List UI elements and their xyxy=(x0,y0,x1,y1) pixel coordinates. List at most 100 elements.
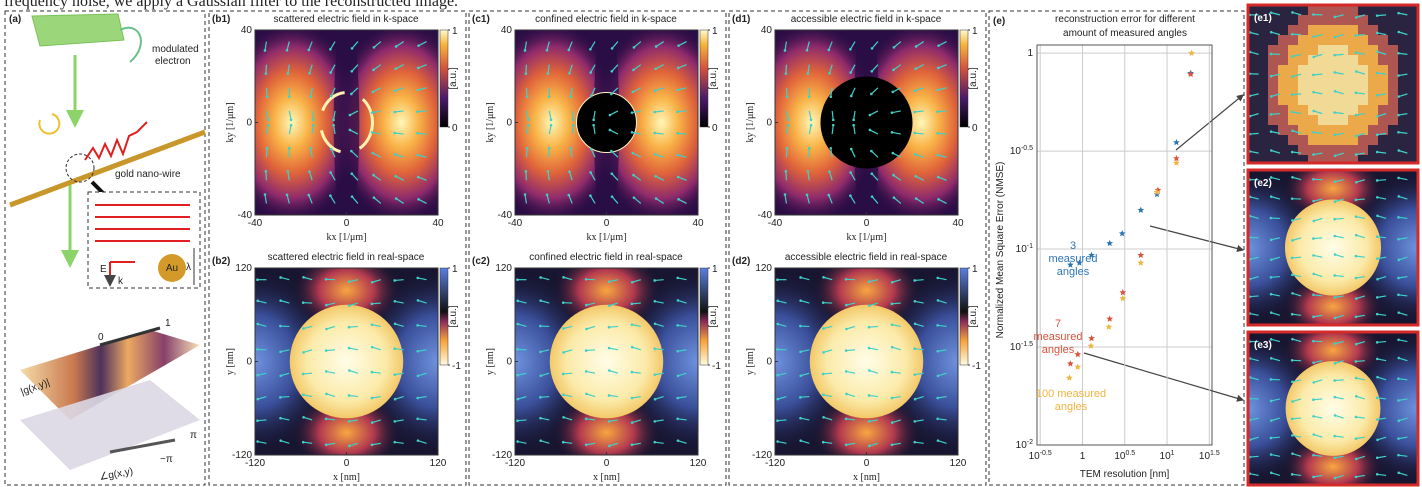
field-arrow-head xyxy=(608,304,611,307)
pixel xyxy=(1378,115,1388,125)
pixel xyxy=(1308,85,1318,95)
field-arrow-head xyxy=(1397,294,1400,297)
field-arrow-head xyxy=(914,175,917,178)
pixel xyxy=(1368,85,1378,95)
field-arrow-head xyxy=(1334,253,1337,256)
pixel xyxy=(1328,55,1338,65)
pixel xyxy=(1278,115,1288,125)
field-arrow-head xyxy=(1291,400,1294,403)
pixel xyxy=(1338,25,1348,35)
field-arrow-head xyxy=(633,196,636,199)
y-tick-label: 0 xyxy=(246,118,252,129)
y-axis-label: ky [1/μm] xyxy=(485,102,496,142)
field-arrow-head xyxy=(330,95,333,98)
field-arrow xyxy=(632,303,641,304)
field-arrow-head xyxy=(286,49,289,52)
field-arrow xyxy=(418,111,427,112)
y-axis-label: ky [1/μm] xyxy=(225,102,236,142)
field-arrow-head xyxy=(312,124,315,127)
field-arrow-head xyxy=(372,174,375,177)
y-tick-label: 0 xyxy=(506,357,512,368)
field-arrow-head xyxy=(539,299,542,302)
field-arrow-head xyxy=(417,176,420,179)
field-arrow-head xyxy=(914,323,917,326)
field-arrow-head xyxy=(307,194,310,197)
field-arrow-head xyxy=(279,276,282,279)
field-arrow-head xyxy=(676,277,679,280)
field-arrow-head xyxy=(1397,454,1400,457)
field-arrow-head xyxy=(1376,341,1379,344)
field-arrow-head xyxy=(585,443,588,446)
pixel xyxy=(1348,75,1358,85)
field-arrow-head xyxy=(1270,113,1273,116)
field-arrow-head xyxy=(1312,315,1315,318)
field-arrow-head xyxy=(936,397,939,400)
pixel xyxy=(1378,95,1388,105)
field-arrow-head xyxy=(849,48,852,51)
field-arrow-head xyxy=(776,323,779,326)
field-arrow-head xyxy=(654,373,657,376)
field-arrow-head xyxy=(395,45,398,48)
field-arrow-head xyxy=(1333,54,1336,57)
pixel xyxy=(1288,35,1298,45)
pixel xyxy=(1298,55,1308,65)
field-arrow-head xyxy=(1312,220,1315,223)
y-tick-label: 40 xyxy=(761,25,773,36)
field-arrow-head xyxy=(1312,294,1315,297)
field-arrow-head xyxy=(799,351,802,354)
field-arrow-head xyxy=(394,300,397,303)
colorbar xyxy=(960,268,968,365)
field-arrow-head xyxy=(832,119,835,122)
field-arrow-head xyxy=(302,373,305,376)
field-arrow-head xyxy=(1376,14,1379,17)
field-arrow-head xyxy=(915,45,918,48)
field-arrow-head xyxy=(325,443,328,446)
field-arrow-head xyxy=(1397,472,1400,475)
panel-label: (e) xyxy=(993,16,1005,27)
field-arrow-head xyxy=(1376,72,1379,75)
field-arrow-head xyxy=(416,418,419,421)
field-arrow-head xyxy=(1376,196,1379,199)
field-arrow-head xyxy=(1376,50,1379,53)
pixel xyxy=(1338,55,1348,65)
field-arrow-head xyxy=(677,198,680,201)
field-arrow-head xyxy=(776,374,779,377)
field-arrow-head xyxy=(610,93,613,96)
pixel xyxy=(1268,65,1278,75)
field-arrow xyxy=(1250,456,1259,457)
field-arrow-head xyxy=(589,194,592,197)
field-arrow-head xyxy=(1333,134,1336,137)
field-arrow-head xyxy=(589,48,592,51)
field-arrow-head xyxy=(1270,472,1273,475)
pixel xyxy=(1268,75,1278,85)
panel-label: (d1) xyxy=(732,14,750,25)
field-arrow-head xyxy=(1397,419,1400,422)
field-arrow-head xyxy=(936,132,939,135)
field-arrow-head xyxy=(349,129,352,132)
field-arrow-head xyxy=(810,118,813,121)
pixel xyxy=(1288,95,1298,105)
data-point xyxy=(1187,71,1194,77)
field-arrow-head xyxy=(914,89,917,92)
field-arrow-head xyxy=(799,276,802,279)
heatmap-mask xyxy=(821,77,913,169)
field-arrow-head xyxy=(1397,74,1400,77)
field-arrow-head xyxy=(676,350,679,353)
colorbar-tick-label: 1 xyxy=(972,264,978,275)
field-arrow-head xyxy=(776,419,779,422)
field-arrow-head xyxy=(266,95,269,98)
field-arrow-head xyxy=(776,348,779,351)
field-arrow-head xyxy=(1312,254,1315,257)
field-arrow-head xyxy=(631,443,634,446)
data-point xyxy=(1066,374,1073,380)
field-arrow-head xyxy=(351,47,354,50)
field-arrow-head xyxy=(787,118,790,121)
field-arrow-head xyxy=(1333,235,1336,238)
data-point xyxy=(1106,315,1113,321)
field-arrow-head xyxy=(516,278,519,281)
field-arrow-head xyxy=(1270,130,1273,133)
field-arrow-head xyxy=(1355,199,1358,202)
field-arrow-head xyxy=(1334,414,1337,417)
field-arrow-head xyxy=(799,439,802,442)
field-arrow-head xyxy=(1355,153,1358,156)
